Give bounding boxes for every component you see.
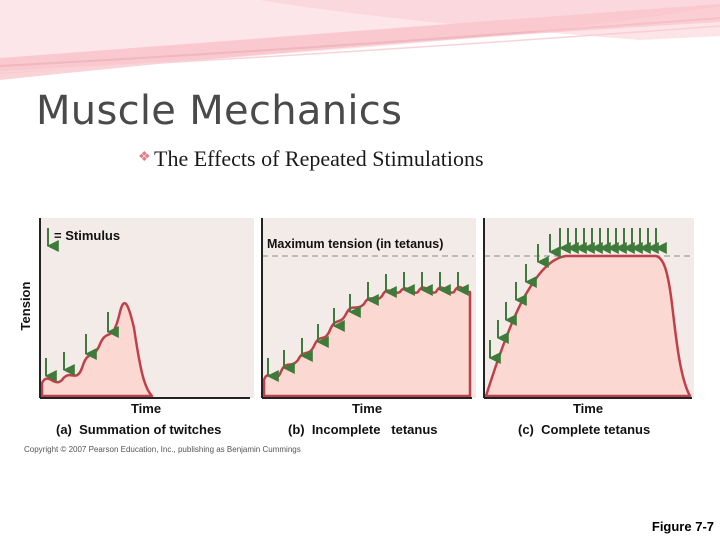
- slide-title: Muscle Mechanics: [36, 88, 403, 134]
- bullet-icon: ❖: [138, 148, 151, 164]
- panel-b-curve: [262, 285, 472, 398]
- panel-c: [483, 218, 694, 399]
- panel-b-caption: (b) Incomplete tetanus: [288, 422, 438, 437]
- muscle-tension-figure: Tension = Stimulus Maximum tension (in t…: [18, 218, 694, 454]
- panel-b: [261, 218, 476, 399]
- header-decoration: [0, 0, 720, 80]
- slide-subtitle: The Effects of Repeated Stimulations: [154, 146, 484, 171]
- y-axis-label: Tension: [18, 282, 33, 331]
- panel-a-curve: [40, 301, 154, 398]
- x-axis-label-c: Time: [573, 401, 603, 416]
- max-tension-label: Maximum tension (in tetanus): [267, 237, 443, 251]
- copyright-text: Copyright © 2007 Pearson Education, Inc.…: [24, 445, 301, 454]
- figure-reference: Figure 7-7: [651, 519, 714, 534]
- panel-c-caption: (c) Complete tetanus: [518, 422, 650, 437]
- panel-a-caption: (a) Summation of twitches: [56, 422, 221, 437]
- stimulus-legend: = Stimulus: [54, 228, 120, 243]
- panel-c-curve: [484, 254, 692, 398]
- panel-a-bg: [40, 218, 254, 398]
- panel-a: [39, 218, 254, 399]
- x-axis-label-b: Time: [352, 401, 382, 416]
- x-axis-label-a: Time: [131, 401, 161, 416]
